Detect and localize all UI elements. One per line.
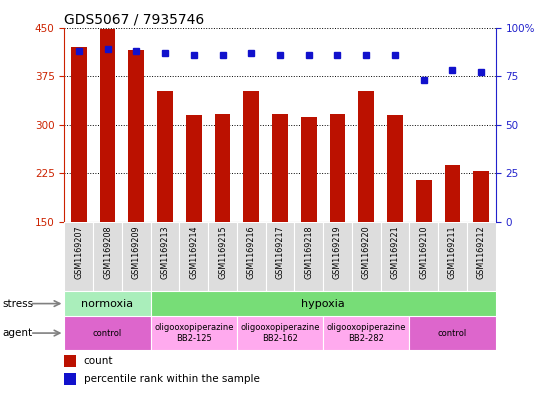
Bar xyxy=(445,165,460,222)
Text: oligooxopiperazine
BB2-162: oligooxopiperazine BB2-162 xyxy=(240,323,320,343)
Bar xyxy=(100,29,115,222)
Text: normoxia: normoxia xyxy=(81,299,134,309)
Text: oligooxopiperazine
BB2-125: oligooxopiperazine BB2-125 xyxy=(154,323,234,343)
Text: GDS5067 / 7935746: GDS5067 / 7935746 xyxy=(64,12,204,26)
Bar xyxy=(467,222,496,291)
Bar xyxy=(64,316,151,350)
Bar xyxy=(409,222,438,291)
Bar xyxy=(352,222,381,291)
Bar xyxy=(64,355,77,367)
Text: GSM1169217: GSM1169217 xyxy=(276,226,284,279)
Bar xyxy=(438,222,467,291)
Text: GSM1169220: GSM1169220 xyxy=(362,226,371,279)
Bar xyxy=(381,222,409,291)
Text: GSM1169209: GSM1169209 xyxy=(132,226,141,279)
Text: control: control xyxy=(93,329,122,338)
Bar xyxy=(237,222,265,291)
Bar xyxy=(358,91,374,222)
Bar xyxy=(272,114,288,222)
Bar xyxy=(71,47,87,222)
Bar xyxy=(295,222,323,291)
Bar xyxy=(409,316,496,350)
Bar xyxy=(237,316,323,350)
Text: agent: agent xyxy=(3,328,33,338)
Text: oligooxopiperazine
BB2-282: oligooxopiperazine BB2-282 xyxy=(326,323,406,343)
Bar xyxy=(323,316,409,350)
Text: count: count xyxy=(84,356,113,366)
Text: control: control xyxy=(438,329,467,338)
Bar xyxy=(128,50,144,222)
Text: GSM1169208: GSM1169208 xyxy=(103,226,112,279)
Bar xyxy=(265,222,295,291)
Text: hypoxia: hypoxia xyxy=(301,299,345,309)
Text: GSM1169207: GSM1169207 xyxy=(74,226,83,279)
Text: stress: stress xyxy=(3,299,34,309)
Bar xyxy=(244,91,259,222)
Text: percentile rank within the sample: percentile rank within the sample xyxy=(84,374,260,384)
Text: GSM1169216: GSM1169216 xyxy=(247,226,256,279)
Bar xyxy=(122,222,151,291)
Bar xyxy=(330,114,346,222)
Text: GSM1169210: GSM1169210 xyxy=(419,226,428,279)
Text: GSM1169219: GSM1169219 xyxy=(333,226,342,279)
Bar xyxy=(151,316,237,350)
Bar xyxy=(64,373,77,385)
Bar xyxy=(214,114,230,222)
Text: GSM1169218: GSM1169218 xyxy=(304,226,313,279)
Bar xyxy=(473,171,489,222)
Bar xyxy=(208,222,237,291)
Bar xyxy=(151,291,496,316)
Bar xyxy=(323,222,352,291)
Bar xyxy=(151,222,179,291)
Bar xyxy=(64,222,93,291)
Bar xyxy=(416,180,432,222)
Bar xyxy=(179,222,208,291)
Text: GSM1169211: GSM1169211 xyxy=(448,226,457,279)
Text: GSM1169213: GSM1169213 xyxy=(161,226,170,279)
Bar xyxy=(157,91,173,222)
Text: GSM1169215: GSM1169215 xyxy=(218,226,227,279)
Bar xyxy=(64,291,151,316)
Bar xyxy=(301,117,316,222)
Bar xyxy=(186,115,202,222)
Bar xyxy=(387,115,403,222)
Text: GSM1169221: GSM1169221 xyxy=(390,226,399,279)
Text: GSM1169212: GSM1169212 xyxy=(477,226,486,279)
Text: GSM1169214: GSM1169214 xyxy=(189,226,198,279)
Bar xyxy=(93,222,122,291)
